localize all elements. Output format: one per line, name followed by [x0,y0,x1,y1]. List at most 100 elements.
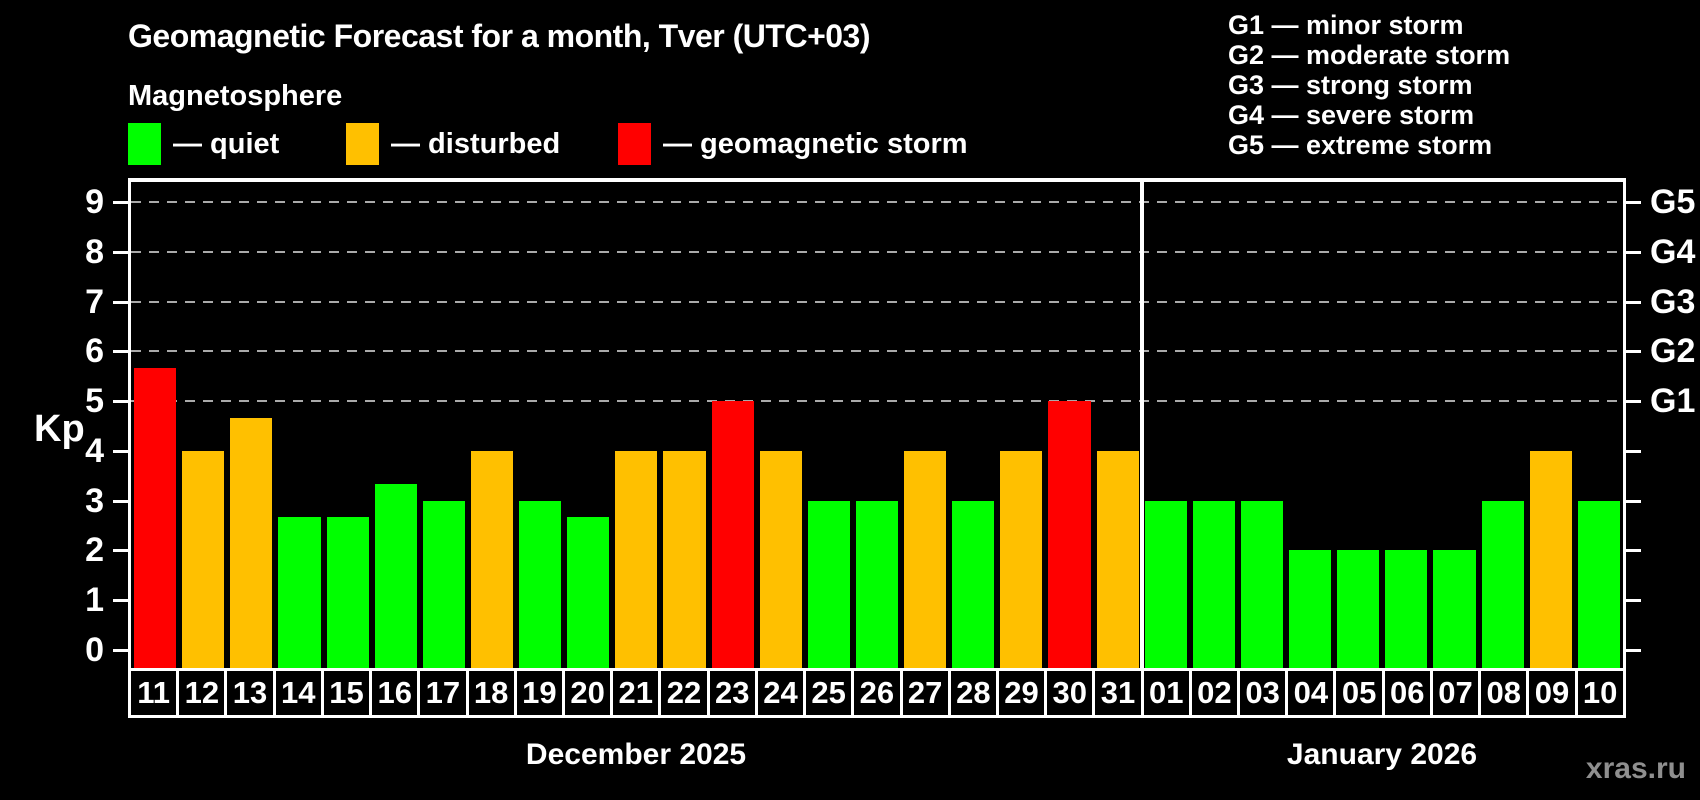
date-box-december-18: 18 [465,668,517,718]
chart-canvas [131,182,1623,668]
date-box-december-17: 17 [417,668,469,718]
chart-subtitle: Magnetosphere [128,80,343,112]
date-box-december-13: 13 [224,668,276,718]
month-separator-line [1139,182,1144,668]
g-legend-line-g1: G1 — minor storm [1228,10,1464,40]
kp-bar-december-22 [663,450,706,668]
date-box-january-06: 06 [1381,668,1433,718]
page-title: Geomagnetic Forecast for a month, Tver (… [128,18,871,54]
kp-bar-december-19 [519,500,562,668]
y-tick-label-8: 8 [85,232,104,271]
kp-bar-january-02 [1192,500,1235,668]
left-tick-kp7 [113,300,128,304]
legend-item-storm: — geomagnetic storm [618,122,968,166]
date-box-december-11: 11 [128,668,180,718]
kp-bar-december-29 [1000,450,1043,668]
kp-bar-january-05 [1337,550,1380,668]
quiet-color-swatch [128,123,161,165]
g-legend-line-g5: G5 — extreme storm [1228,130,1493,160]
right-tick-kp0 [1626,649,1641,652]
date-box-january-03: 03 [1237,668,1289,718]
g-legend-line-g3: G3 — strong storm [1228,70,1473,100]
g-axis-label-g2: G2 [1650,332,1696,371]
y-axis-label-kp: Kp [34,408,85,450]
kp-bar-december-25 [807,500,850,668]
gridline-kp9 [131,200,1623,203]
date-box-january-10: 10 [1574,668,1626,718]
left-tick-kp6 [113,350,128,354]
legend-label-quiet: — quiet [173,127,280,160]
date-box-december-20: 20 [561,668,614,718]
right-tick-kp6 [1626,350,1641,354]
legend-item-quiet: — quiet [128,122,279,166]
date-box-december-15: 15 [320,668,373,718]
g-legend-line-g2: G2 — moderate storm [1228,40,1511,70]
kp-bar-december-31 [1096,450,1139,668]
kp-bar-december-26 [855,500,899,668]
kp-bar-december-30 [1048,401,1091,668]
kp-bar-january-06 [1385,550,1428,668]
g-axis-label-g4: G4 [1650,232,1696,271]
left-tick-kp1 [113,599,128,603]
left-tick-kp3 [113,499,128,503]
right-tick-kp9 [1626,200,1641,204]
kp-bar-december-24 [759,450,802,668]
kp-bar-december-28 [952,500,995,668]
date-box-january-09: 09 [1526,668,1578,718]
kp-bar-december-27 [904,450,947,668]
date-box-december-21: 21 [610,668,662,718]
gridline-kp8 [131,250,1623,253]
kp-bar-december-18 [470,450,514,668]
gridline-kp5 [131,400,1623,403]
kp-bar-december-11 [134,367,177,668]
legend-label-disturbed: — disturbed [391,127,561,160]
left-tick-kp0 [113,649,128,652]
chart-plot-area [128,178,1626,668]
date-box-december-12: 12 [176,668,228,718]
date-box-january-05: 05 [1333,668,1385,718]
month-label-january: January 2026 [1286,738,1478,771]
date-axis-row: 11 12 13 14 15 16 17 18 19 20 21 22 23 24 25 26 27 28 29 30… [128,668,1626,718]
y-tick-label-0: 0 [85,631,104,669]
right-tick-kp2 [1626,549,1641,553]
kp-bar-december-20 [567,517,610,668]
right-tick-kp7 [1626,300,1641,304]
date-box-december-27: 27 [899,668,951,718]
y-tick-label-9: 9 [85,182,104,221]
kp-bar-december-23 [711,401,754,668]
date-box-january-04: 04 [1285,668,1337,718]
kp-bar-december-21 [615,450,658,668]
date-box-december-31: 31 [1092,668,1144,718]
left-tick-kp2 [113,549,128,553]
date-box-december-29: 29 [995,668,1048,718]
kp-bar-january-08 [1481,500,1524,668]
right-tick-kp1 [1626,599,1641,603]
kp-bar-december-15 [326,517,369,668]
date-box-december-28: 28 [947,668,999,718]
date-box-december-16: 16 [369,668,421,718]
date-box-january-07: 07 [1429,668,1482,718]
g-scale-legend: G1 — minor storm G2 — moderate storm G3 … [1228,10,1510,160]
kp-bar-december-12 [182,450,225,668]
g-axis-label-g1: G1 [1650,382,1696,421]
kp-bar-january-01 [1144,500,1187,668]
kp-bar-january-04 [1289,550,1332,668]
kp-bar-december-13 [230,417,273,668]
y-tick-label-7: 7 [85,282,104,321]
date-box-december-24: 24 [754,668,807,718]
left-tick-kp8 [113,250,128,254]
left-tick-kp5 [113,400,128,404]
left-tick-kp4 [113,449,128,453]
gridline-kp7 [131,300,1623,303]
date-box-december-19: 19 [513,668,565,718]
storm-color-swatch [618,123,651,165]
right-tick-kp3 [1626,499,1641,503]
legend-item-disturbed: — disturbed [346,122,560,166]
gridline-kp6 [131,350,1623,353]
date-box-december-30: 30 [1044,668,1096,718]
date-box-january-08: 08 [1478,668,1530,718]
date-box-january-02: 02 [1188,668,1241,718]
kp-bar-january-07 [1433,550,1476,668]
date-box-december-23: 23 [706,668,758,718]
